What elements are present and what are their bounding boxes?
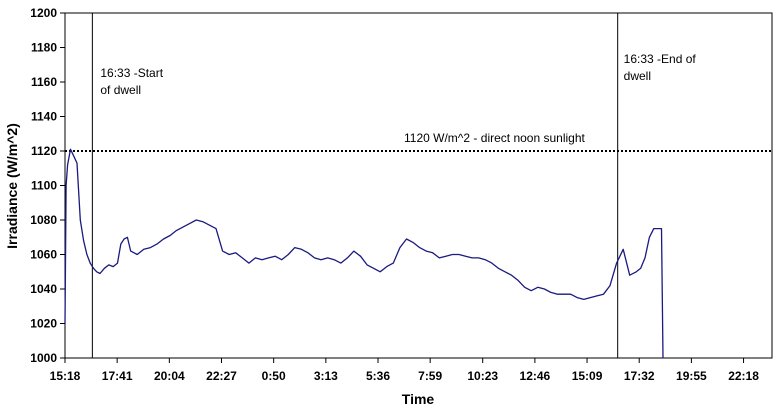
y-tick-label: 1160 [31, 75, 57, 89]
y-tick-label: 1020 [30, 317, 57, 331]
x-tick-label: 22:27 [206, 369, 237, 383]
reference-line-label: 1120 W/m^2 - direct noon sunlight [404, 131, 585, 145]
x-tick-label: 17:32 [624, 369, 655, 383]
y-axis-title: Irradiance (W/m^2) [4, 123, 20, 249]
x-tick-label: 12:46 [520, 369, 551, 383]
x-tick-label: 3:13 [314, 369, 338, 383]
x-tick-label: 19:55 [676, 369, 707, 383]
plot-area [64, 12, 773, 359]
x-tick-label: 10:23 [467, 369, 498, 383]
y-tick-label: 1080 [30, 213, 57, 227]
y-tick-label: 1000 [30, 351, 57, 365]
x-tick-label: 22:18 [728, 369, 759, 383]
dwell-end-label-line1: 16:33 -End of [624, 52, 697, 66]
y-tick-label: 1040 [30, 282, 57, 296]
x-tick-label: 5:36 [366, 369, 390, 383]
y-tick-label: 1060 [30, 248, 57, 262]
x-tick-label: 15:09 [572, 369, 603, 383]
dwell-start-label-line2: of dwell [100, 83, 141, 97]
y-tick-label: 1140 [31, 110, 57, 124]
y-tick-label: 1100 [31, 179, 57, 193]
x-tick-label: 17:41 [102, 369, 133, 383]
x-tick-label: 0:50 [262, 369, 286, 383]
x-axis-ticks: 15:18 17:41 20:04 22:27 0:50 3:13 5:36 7:59 10:2… [50, 358, 759, 383]
x-tick-label: 15:18 [50, 369, 81, 383]
dwell-end-label-line2: dwell [624, 69, 651, 83]
y-tick-label: 1120 [31, 144, 57, 158]
dwell-start-label-line1: 16:33 -Start [100, 66, 163, 80]
y-tick-label: 1180 [31, 41, 57, 55]
y-axis-ticks: 1000 1020 1040 1060 1080 1100 1120 1140 1160 1180… [30, 6, 65, 365]
x-tick-label: 7:59 [418, 369, 442, 383]
irradiance-series-line [64, 148, 664, 359]
x-axis-title: Time [402, 391, 435, 407]
x-tick-label: 20:04 [154, 369, 185, 383]
y-tick-label: 1200 [30, 6, 57, 20]
